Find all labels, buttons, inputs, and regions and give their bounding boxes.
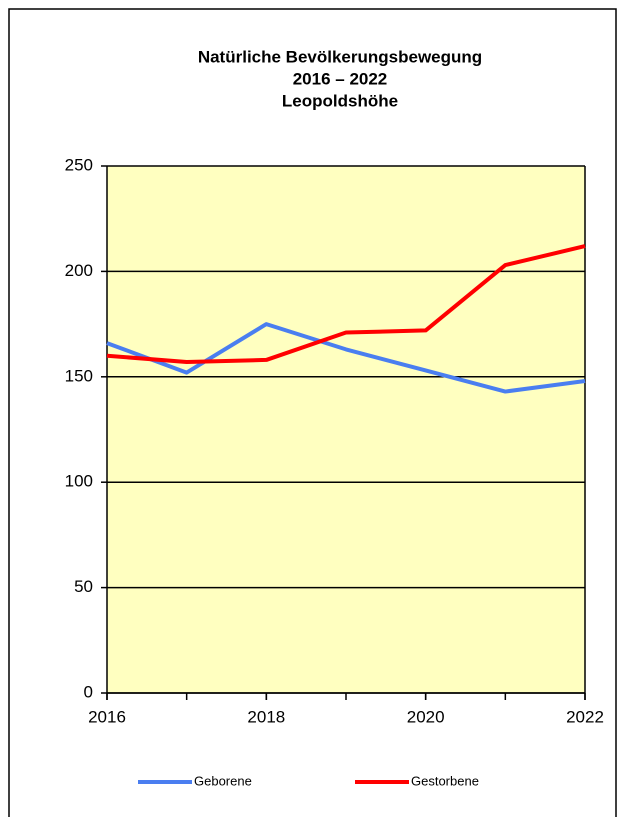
series-line bbox=[106, 322, 586, 394]
legend-label: Geborene bbox=[194, 773, 252, 788]
y-tick-label: 200 bbox=[65, 261, 93, 280]
chart-title: 2016 – 2022 bbox=[293, 69, 388, 88]
chart-title: Natürliche Bevölkerungsbewegung bbox=[198, 47, 482, 66]
chart-title: Leopoldshöhe bbox=[282, 91, 398, 110]
series-line bbox=[106, 244, 586, 365]
y-tick-label: 100 bbox=[65, 472, 93, 491]
x-tick-label: 2016 bbox=[88, 707, 126, 726]
y-tick-label: 150 bbox=[65, 366, 93, 385]
x-tick-label: 2022 bbox=[566, 707, 604, 726]
y-tick-label: 250 bbox=[65, 155, 93, 174]
plot-area bbox=[107, 166, 585, 693]
y-tick-label: 0 bbox=[84, 682, 93, 701]
legend-label: Gestorbene bbox=[411, 773, 479, 788]
x-tick-label: 2018 bbox=[247, 707, 285, 726]
x-tick-label: 2020 bbox=[407, 707, 445, 726]
y-tick-label: 50 bbox=[74, 577, 93, 596]
